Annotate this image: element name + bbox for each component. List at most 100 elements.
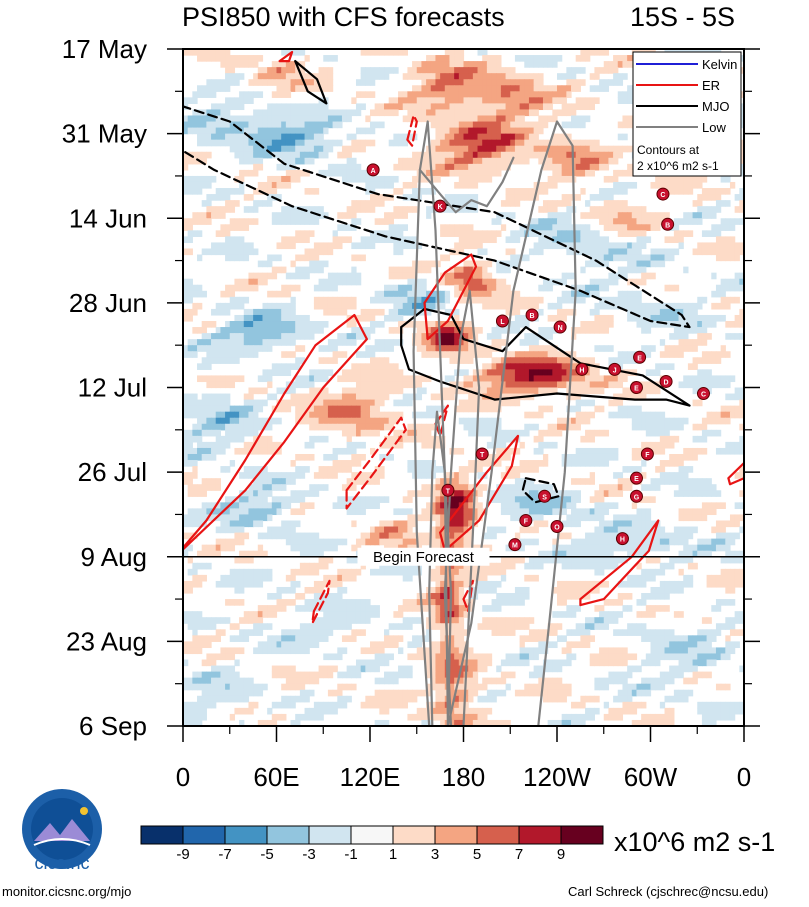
- heatmap-cell: [622, 218, 628, 225]
- heatmap-cell: [706, 490, 712, 497]
- heatmap-cell: [547, 157, 553, 165]
- heatmap-cell: [496, 230, 502, 237]
- heatmap-cell: [183, 290, 189, 298]
- heatmap-cell: [678, 417, 684, 425]
- heatmap-cell: [304, 466, 310, 473]
- heatmap-cell: [351, 508, 357, 516]
- heatmap-cell: [440, 508, 446, 516]
- heatmap-cell: [276, 369, 282, 377]
- heatmap-cell: [566, 175, 572, 183]
- heatmap-cell: [542, 363, 549, 370]
- heatmap-cell: [468, 333, 474, 340]
- heatmap-cell: [468, 67, 474, 74]
- heatmap-cell: [253, 109, 259, 117]
- heatmap-cell: [613, 248, 619, 256]
- heatmap-cell: [384, 496, 390, 503]
- heatmap-cell: [585, 357, 591, 364]
- heatmap-cell: [295, 49, 301, 56]
- heatmap-cell: [472, 508, 479, 516]
- heatmap-cell: [486, 333, 493, 340]
- heatmap-cell: [192, 127, 198, 135]
- heatmap-cell: [599, 85, 605, 92]
- heatmap-cell: [729, 278, 736, 286]
- heatmap-cell: [407, 423, 413, 431]
- heatmap-cell: [575, 393, 581, 401]
- heatmap-cell: [192, 327, 198, 334]
- heatmap-cell: [271, 115, 278, 123]
- heatmap-cell: [346, 145, 352, 153]
- heatmap-cell: [440, 339, 446, 346]
- heatmap-cell: [290, 302, 296, 310]
- heatmap-cell: [370, 49, 376, 56]
- heatmap-cell: [337, 423, 343, 431]
- heatmap-cell: [295, 284, 301, 292]
- heatmap-cell: [482, 363, 488, 370]
- heatmap-cell: [351, 200, 357, 207]
- heatmap-cell: [379, 67, 385, 74]
- heatmap-cell: [299, 61, 306, 68]
- heatmap-cell: [257, 490, 264, 497]
- heatmap-cell: [566, 242, 572, 250]
- heatmap-cell: [365, 472, 371, 479]
- heatmap-cell: [725, 375, 731, 383]
- heatmap-cell: [449, 194, 455, 201]
- heatmap-cell: [234, 278, 240, 286]
- heatmap-cell: [323, 260, 329, 268]
- heatmap-cell: [183, 218, 189, 225]
- heatmap-cell: [519, 502, 525, 509]
- heatmap-cell: [398, 230, 404, 237]
- heatmap-cell: [253, 333, 259, 340]
- heatmap-cell: [673, 230, 680, 237]
- heatmap-cell: [552, 345, 558, 352]
- heatmap-cell: [552, 181, 558, 189]
- heatmap-cell: [622, 61, 628, 68]
- heatmap-cell: [491, 429, 497, 437]
- heatmap-cell: [472, 236, 479, 244]
- heatmap-cell: [234, 411, 240, 419]
- heatmap-cell: [706, 212, 712, 219]
- heatmap-cell: [561, 224, 567, 231]
- heatmap-cell: [206, 393, 212, 401]
- heatmap-cell: [463, 181, 469, 189]
- heatmap-cell: [430, 290, 437, 298]
- heatmap-cell: [482, 115, 488, 123]
- heatmap-cell: [421, 327, 427, 334]
- heatmap-cell: [295, 139, 301, 147]
- heatmap-cell: [734, 333, 740, 340]
- heatmap-cell: [379, 103, 385, 111]
- heatmap-cell: [421, 290, 427, 298]
- heatmap-cell: [295, 393, 301, 401]
- heatmap-cell: [599, 345, 605, 352]
- heatmap-cell: [309, 484, 315, 491]
- heatmap-cell: [346, 399, 352, 407]
- heatmap-cell: [416, 278, 423, 286]
- heatmap-cell: [472, 417, 479, 425]
- heatmap-cell: [603, 218, 610, 225]
- heatmap-cell: [566, 230, 572, 237]
- heatmap-cell: [346, 133, 352, 141]
- heatmap-cell: [416, 460, 423, 467]
- heatmap-cell: [365, 206, 371, 213]
- heatmap-cell: [669, 284, 675, 292]
- heatmap-cell: [627, 163, 633, 171]
- heatmap-cell: [669, 175, 675, 183]
- heatmap-cell: [528, 91, 535, 98]
- heatmap-cell: [262, 496, 268, 503]
- heatmap-cell: [365, 188, 371, 195]
- heatmap-cell: [673, 417, 680, 425]
- heatmap-cell: [608, 218, 614, 225]
- heatmap-cell: [416, 345, 423, 352]
- heatmap-cell: [715, 254, 722, 262]
- heatmap-cell: [715, 411, 722, 419]
- heatmap-cell: [673, 236, 680, 244]
- heatmap-cell: [514, 79, 521, 86]
- heatmap-cell: [318, 472, 324, 479]
- heatmap-cell: [650, 484, 656, 491]
- heatmap-cell: [313, 327, 320, 334]
- heatmap-cell: [449, 200, 455, 207]
- heatmap-cell: [458, 417, 465, 425]
- heatmap-cell: [430, 67, 437, 74]
- heatmap-cell: [594, 85, 600, 92]
- heatmap-cell: [309, 109, 315, 117]
- heatmap-cell: [440, 224, 446, 231]
